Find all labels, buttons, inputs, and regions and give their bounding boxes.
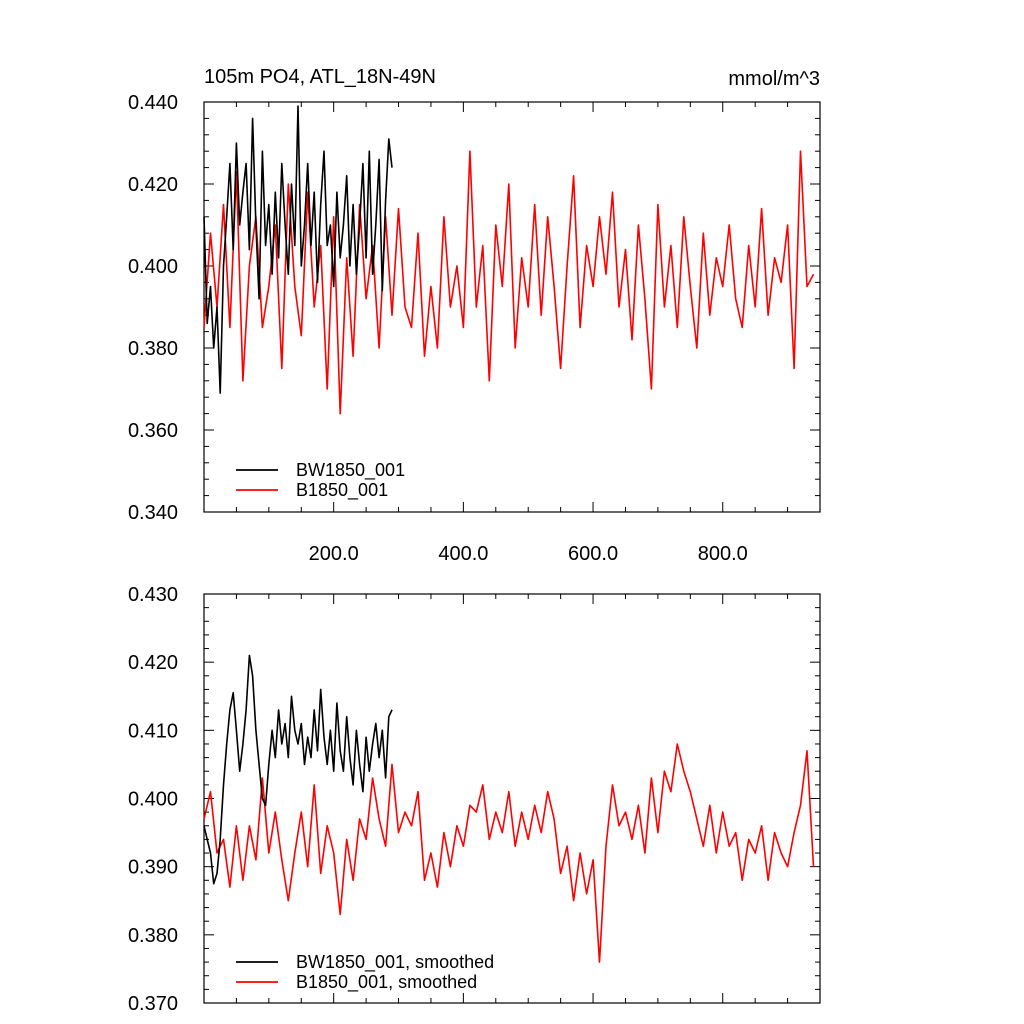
chart-title: 105m PO4, ATL_18N-49N	[204, 66, 436, 88]
series-line-1	[203, 743, 815, 963]
y-tick-label: 0.440	[128, 92, 178, 114]
legend-label-1: B1850_001	[296, 480, 388, 501]
y-tick-label: 0.360	[128, 420, 178, 442]
x-tick-label: 400.0	[438, 543, 488, 565]
legend-label-0: BW1850_001	[296, 460, 405, 481]
y-tick-label: 0.340	[128, 502, 178, 524]
y-tick-label: 0.390	[128, 857, 178, 879]
series-line-0	[203, 654, 393, 885]
y-tick-label: 0.380	[128, 338, 178, 360]
series-line-0	[203, 105, 393, 394]
legend-label-0: BW1850_001, smoothed	[296, 952, 494, 973]
y-tick-label: 0.420	[128, 174, 178, 196]
y-tick-label: 0.370	[128, 993, 178, 1015]
chart-units: mmol/m^3	[728, 68, 820, 90]
y-tick-label: 0.380	[128, 925, 178, 947]
y-tick-label: 0.420	[128, 652, 178, 674]
x-tick-label: 800.0	[698, 543, 748, 565]
x-tick-label: 600.0	[568, 543, 618, 565]
y-tick-label: 0.400	[128, 256, 178, 278]
bottom-panel: 0.370 0.380 0.390 0.400 0.410 0.420 0.430 BW185…	[128, 584, 821, 1015]
plot-frame	[203, 101, 821, 513]
y-tick-label: 0.430	[128, 584, 178, 606]
series-line-1	[203, 150, 815, 415]
y-tick-label: 0.400	[128, 789, 178, 811]
x-tick-label: 200.0	[309, 543, 359, 565]
legend-label-1: B1850_001, smoothed	[296, 972, 477, 993]
y-tick-label: 0.410	[128, 720, 178, 742]
top-panel: 105m PO4, ATL_18N-49N mmol/m^3 0.340 0.36…	[128, 66, 821, 565]
plot-frame	[203, 593, 821, 1004]
